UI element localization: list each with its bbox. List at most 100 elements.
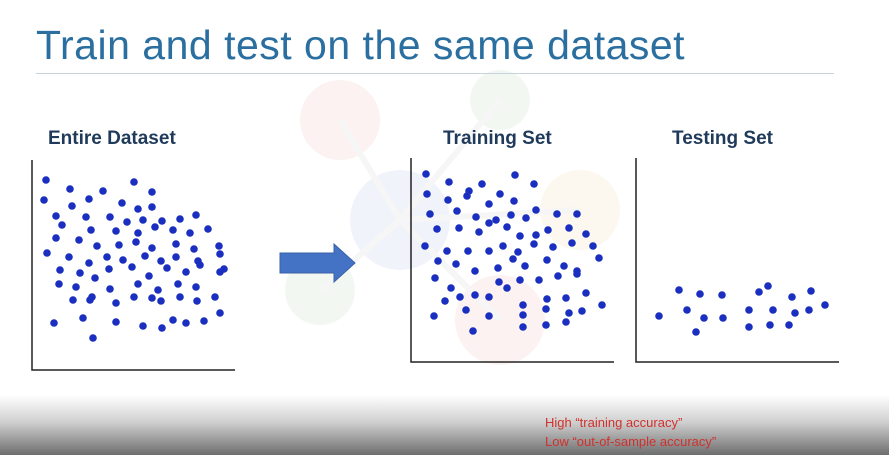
entire-dataset-point — [52, 234, 60, 242]
testing-set-point — [807, 287, 815, 295]
training-set-point — [543, 256, 551, 264]
entire-dataset-point — [172, 253, 180, 261]
testing-set-point — [766, 321, 774, 329]
entire-dataset-point — [220, 265, 228, 273]
entire-dataset-point — [174, 280, 182, 288]
entire-dataset-point — [123, 218, 131, 226]
entire-dataset-point — [43, 249, 51, 257]
entire-dataset-point — [82, 213, 90, 221]
training-set-point — [463, 192, 471, 200]
entire-dataset-point — [50, 319, 58, 327]
entire-dataset-point — [85, 259, 93, 267]
training-set-point — [443, 247, 451, 255]
testing-set-plot — [635, 158, 839, 363]
training-set-point — [485, 200, 493, 208]
testing-set-point — [700, 314, 708, 322]
training-set-point — [522, 214, 530, 222]
testing-set-point — [718, 291, 726, 299]
training-set-point — [496, 190, 504, 198]
entire-dataset-point — [112, 318, 120, 326]
training-set-point — [535, 276, 543, 284]
entire-dataset-point — [182, 319, 190, 327]
training-set-point — [475, 228, 483, 236]
training-set-point — [456, 293, 464, 301]
testing-set-point — [788, 293, 796, 301]
entire-dataset-point — [66, 185, 74, 193]
testing-set-point — [764, 282, 772, 290]
training-set-point — [510, 197, 518, 205]
entire-dataset-point — [87, 226, 95, 234]
entire-dataset-point — [176, 293, 184, 301]
entire-dataset-point — [86, 296, 94, 304]
entire-dataset-point — [169, 226, 177, 234]
training-set-point — [589, 242, 597, 250]
testing-set-point — [791, 309, 799, 317]
training-set-point — [434, 257, 442, 265]
testing-set-point — [675, 286, 683, 294]
training-set-point — [553, 210, 561, 218]
training-accuracy-note: High “training accuracy” — [545, 415, 683, 430]
entire-dataset-point — [169, 316, 177, 324]
training-set-point — [544, 226, 552, 234]
entire-dataset-point — [93, 242, 101, 250]
training-set-point — [549, 243, 557, 251]
entire-dataset-point — [145, 272, 153, 280]
testing-set-point — [785, 321, 793, 329]
entire-dataset-point — [134, 229, 142, 237]
training-set-point — [554, 272, 562, 280]
entire-dataset-point — [204, 225, 212, 233]
training-set-point — [542, 305, 550, 313]
training-set-point — [521, 262, 529, 270]
training-set-point — [471, 291, 479, 299]
training-set-point — [499, 242, 507, 250]
training-set-point — [492, 216, 500, 224]
entire-dataset-point — [158, 217, 166, 225]
training-set-point — [573, 210, 581, 218]
training-set-point — [560, 262, 568, 270]
training-set-point — [445, 178, 453, 186]
training-set-point — [472, 213, 480, 221]
testing-set-point — [821, 301, 829, 309]
training-set-point — [441, 297, 449, 305]
training-set-point — [582, 230, 590, 238]
testing-set-point — [745, 323, 753, 331]
training-set-point — [509, 255, 517, 263]
entire-dataset-point — [79, 314, 87, 322]
entire-dataset-point — [52, 212, 60, 220]
entire-dataset-point — [134, 280, 142, 288]
training-set-point — [433, 225, 441, 233]
entire-dataset-point — [190, 245, 198, 253]
training-set-point — [464, 247, 472, 255]
training-set-point — [516, 276, 524, 284]
entire-dataset-point — [76, 269, 84, 277]
testing-set-point — [692, 328, 700, 336]
training-set-point — [514, 248, 522, 256]
training-set-point — [532, 206, 540, 214]
entire-dataset-point — [193, 297, 201, 305]
out-of-sample-accuracy-note: Low “out-of-sample accuracy” — [545, 434, 717, 449]
entire-dataset-point — [200, 317, 208, 325]
training-set-point — [519, 301, 527, 309]
training-set-point — [519, 311, 527, 319]
entire-dataset-point — [196, 261, 204, 269]
testing-set-point — [755, 288, 763, 296]
testing-set-point — [696, 290, 704, 298]
bottom-shade — [0, 395, 889, 455]
entire-dataset-point — [176, 215, 184, 223]
entire-dataset-point — [42, 176, 50, 184]
training-set-point — [423, 190, 431, 198]
entire-dataset-point — [157, 297, 165, 305]
training-set-point — [507, 211, 515, 219]
entire-dataset-point — [118, 199, 126, 207]
entire-dataset-label: Entire Dataset — [48, 128, 176, 149]
entire-dataset-point — [172, 240, 180, 248]
entire-dataset-point — [139, 216, 147, 224]
training-set-point — [516, 232, 524, 240]
entire-dataset-point — [106, 213, 114, 221]
training-set-point — [431, 274, 439, 282]
entire-dataset-point — [192, 211, 200, 219]
testing-set-point — [805, 306, 813, 314]
page-title: Train and test on the same dataset — [36, 22, 686, 68]
training-set-point — [519, 323, 527, 331]
